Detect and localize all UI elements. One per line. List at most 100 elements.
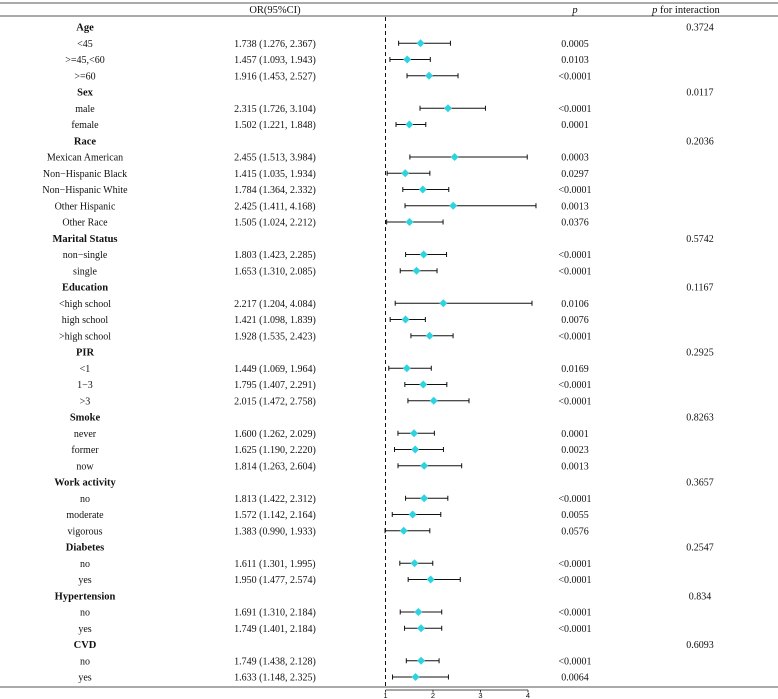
group-label: Work activity <box>54 478 116 489</box>
or-point <box>418 185 427 194</box>
or-ci-text: 1.784 (1.364, 2.332) <box>234 185 316 196</box>
subgroup-label: former <box>71 445 99 456</box>
p-value: 0.0169 <box>561 364 589 375</box>
subgroup-label: now <box>76 461 94 472</box>
p-value: 0.0106 <box>561 299 589 310</box>
or-point <box>419 380 428 389</box>
forest-rows: Age 0.3724 <45 1.738 (1.276, 2.367) 0.0005 >=… <box>42 23 713 684</box>
p-value: 0.0064 <box>561 673 589 684</box>
header-p-interaction-p: p <box>651 5 657 16</box>
subgroup-label: high school <box>62 315 109 326</box>
or-point <box>405 218 414 226</box>
or-point <box>425 331 434 340</box>
or-point <box>419 250 428 259</box>
or-ci-text: 1.625 (1.190, 2.220) <box>234 445 316 456</box>
p-value: 0.0013 <box>561 461 589 472</box>
subgroup-label: Mexican American <box>47 153 123 164</box>
or-point <box>425 71 434 80</box>
or-ci-text: 1.653 (1.310, 2.085) <box>234 266 316 277</box>
or-ci-text: 1.383 (0.990, 1.933) <box>234 526 316 537</box>
or-point <box>450 153 459 161</box>
or-ci-text: 1.814 (1.263, 2.604) <box>234 461 316 472</box>
group-label: PIR <box>76 348 95 359</box>
or-point <box>426 575 435 584</box>
or-point <box>402 364 411 373</box>
p-value: 0.0003 <box>561 153 589 164</box>
subgroup-label: <45 <box>77 39 93 50</box>
or-ci-text: 1.502 (1.221, 1.848) <box>234 120 316 131</box>
or-ci-text: 2.455 (1.513, 3.984) <box>234 153 316 164</box>
or-ci-text: 1.813 (1.422, 2.312) <box>234 494 316 505</box>
p-value: <0.0001 <box>558 104 591 115</box>
p-value: 0.0055 <box>561 510 589 521</box>
p-value: <0.0001 <box>558 656 591 667</box>
p-value: 0.0013 <box>561 201 589 212</box>
subgroup-label: <1 <box>80 364 91 375</box>
group-label: Education <box>62 283 108 294</box>
subgroup-label: never <box>74 429 97 440</box>
or-ci-text: 1.691 (1.310, 2.184) <box>234 608 316 619</box>
subgroup-label: >high school <box>59 331 111 342</box>
p-value: 0.0023 <box>561 445 589 456</box>
x-axis: 1 2 3 4 <box>383 17 530 699</box>
or-point <box>439 299 448 308</box>
axis-tick-label: 2 <box>431 691 435 699</box>
p-interaction-value: 0.8263 <box>686 413 714 424</box>
or-ci-text: 1.749 (1.401, 2.184) <box>234 624 316 635</box>
or-point <box>449 201 458 210</box>
or-point <box>416 39 425 48</box>
header-p-interaction-rest: for interaction <box>657 5 720 16</box>
or-ci-text: 1.803 (1.423, 2.285) <box>234 250 316 261</box>
p-value: 0.0001 <box>561 120 589 131</box>
p-value: 0.0297 <box>561 169 589 180</box>
p-value: <0.0001 <box>558 608 591 619</box>
or-point <box>410 429 418 438</box>
or-ci-text: 1.928 (1.535, 2.423) <box>234 331 316 342</box>
subgroup-label: no <box>80 494 90 505</box>
header-or: OR(95%CI) <box>249 5 301 16</box>
p-value: <0.0001 <box>558 185 591 196</box>
subgroup-label: male <box>75 104 95 115</box>
group-label: Race <box>74 136 96 147</box>
p-value: <0.0001 <box>558 559 591 570</box>
or-ci-text: 1.449 (1.069, 1.964) <box>234 364 316 375</box>
or-point <box>401 315 410 324</box>
or-point <box>399 526 408 535</box>
or-point <box>412 266 421 275</box>
axis-tick-label: 3 <box>478 691 482 699</box>
p-interaction-value: 0.2925 <box>686 348 714 359</box>
p-value: 0.0576 <box>561 526 589 537</box>
group-label: Hypertension <box>55 591 116 602</box>
or-ci-text: 1.572 (1.142, 2.164) <box>234 510 316 521</box>
or-ci-text: 2.217 (1.204, 4.084) <box>234 299 316 310</box>
p-interaction-value: 0.5742 <box>686 234 714 245</box>
subgroup-label: >=60 <box>74 71 95 82</box>
group-label: CVD <box>74 640 97 651</box>
p-interaction-value: 0.2036 <box>686 136 714 147</box>
axis-tick-label: 1 <box>383 691 387 699</box>
or-point <box>405 120 414 129</box>
p-value: 0.0376 <box>561 218 589 229</box>
group-label: Smoke <box>70 413 101 424</box>
p-value: <0.0001 <box>558 396 591 407</box>
p-interaction-value: 0.1167 <box>686 283 713 294</box>
subgroup-label: yes <box>78 575 91 586</box>
or-ci-text: 1.457 (1.093, 1.943) <box>234 55 316 66</box>
p-value: 0.0001 <box>561 429 589 440</box>
or-point <box>443 104 452 113</box>
or-ci-text: 1.950 (1.477, 2.574) <box>234 575 316 586</box>
subgroup-label: <high school <box>59 299 111 310</box>
subgroup-label: >3 <box>80 396 91 407</box>
p-value: <0.0001 <box>558 380 591 391</box>
subgroup-label: Other Hispanic <box>55 201 116 212</box>
or-ci-text: 2.425 (1.411, 4.168) <box>234 201 315 212</box>
p-value: <0.0001 <box>558 575 591 586</box>
header-p-interaction: p for interaction <box>651 5 720 16</box>
or-ci-text: 1.795 (1.407, 2.291) <box>234 380 316 391</box>
or-ci-text: 1.415 (1.035, 1.934) <box>234 169 316 180</box>
subgroup-label: vigorous <box>68 526 103 537</box>
subgroup-label: single <box>73 266 97 277</box>
p-interaction-value: 0.834 <box>689 591 712 602</box>
or-point <box>403 55 412 64</box>
